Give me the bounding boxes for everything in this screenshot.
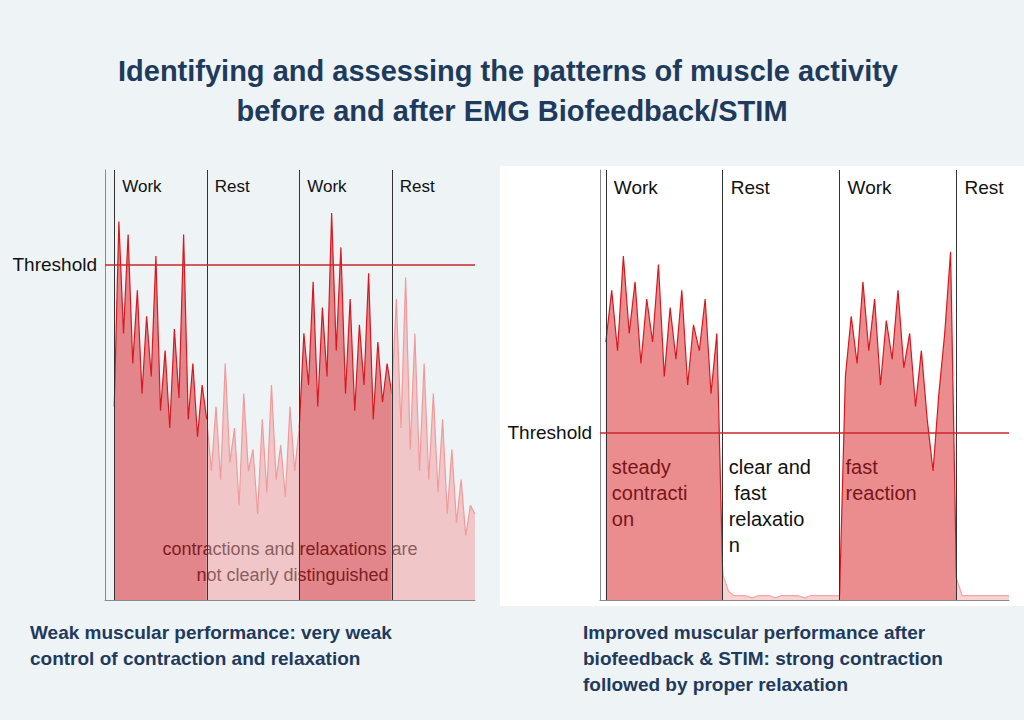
svg-text:Work: Work (848, 177, 892, 198)
svg-text:Threshold: Threshold (13, 254, 98, 275)
svg-text:clear and: clear and (729, 456, 811, 478)
svg-text:Rest: Rest (964, 177, 1004, 198)
svg-text:Rest: Rest (400, 177, 435, 196)
svg-text:relaxatio: relaxatio (729, 508, 805, 530)
svg-text:Rest: Rest (215, 177, 250, 196)
svg-text:fast: fast (729, 482, 772, 504)
svg-text:Rest: Rest (731, 177, 771, 198)
svg-text:Weak muscular performance: ver: Weak muscular performance: very weak (30, 622, 397, 643)
svg-text:biofeedback & STIM: strong con: biofeedback & STIM: strong contraction (583, 648, 948, 669)
svg-text:Work: Work (122, 177, 162, 196)
svg-text:Identifying and assessing the: Identifying and assessing the patterns o… (118, 55, 906, 87)
svg-text:control of contraction and rel: control of contraction and relaxation (30, 648, 360, 669)
svg-text:n: n (729, 534, 740, 556)
svg-text:Work: Work (307, 177, 347, 196)
svg-text:followed by proper relaxation: followed by proper relaxation (583, 674, 848, 695)
svg-text:Threshold: Threshold (508, 422, 593, 443)
svg-text:Work: Work (614, 177, 658, 198)
svg-text:before and after EMG Biofeedba: before and after EMG Biofeedback/STIM (236, 95, 787, 127)
svg-text:Improved muscular performance: Improved muscular performance after (583, 622, 930, 643)
